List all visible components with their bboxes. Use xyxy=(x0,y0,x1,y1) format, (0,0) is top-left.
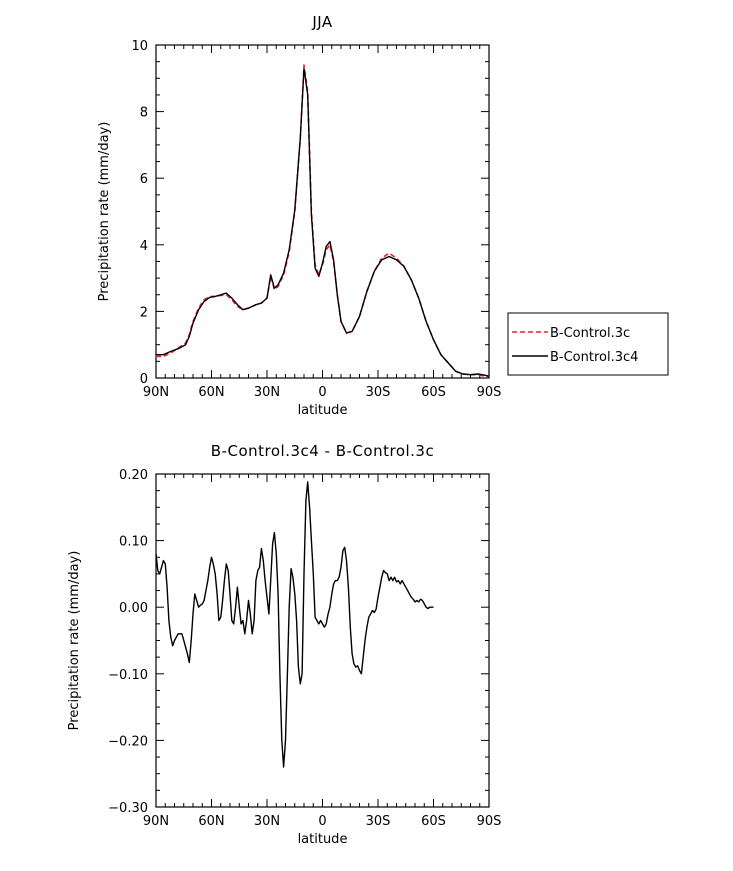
x-axis-label: latitude xyxy=(298,832,348,847)
x-tick-label: 60N xyxy=(198,385,224,400)
x-tick-label: 30S xyxy=(366,814,391,829)
y-tick-label: 2 xyxy=(140,305,148,320)
series-line-1 xyxy=(156,67,490,377)
y-tick-label: 4 xyxy=(140,239,148,254)
y-tick-label: 6 xyxy=(140,172,148,187)
y-tick-label: 0.00 xyxy=(119,601,148,616)
series-line-0 xyxy=(156,64,489,378)
y-tick-label: 10 xyxy=(131,39,148,54)
y-tick-label: −0.10 xyxy=(108,668,148,683)
x-tick-label: 60S xyxy=(421,385,446,400)
y-tick-label: 0.20 xyxy=(119,468,148,483)
x-tick-label: 60S xyxy=(421,814,446,829)
x-tick-label: 90N xyxy=(143,814,169,829)
precip-chart-jja: JJA 90N 60N 30N 0 30S 60S 90S 0 2 4 6 8 10 latitude Pre… xyxy=(97,13,501,418)
y-tick-label: −0.30 xyxy=(108,801,148,816)
x-tick-label: 90S xyxy=(477,814,502,829)
plot-frame xyxy=(155,473,490,808)
legend-label: B-Control.3c4 xyxy=(550,350,638,365)
x-tick-label: 0 xyxy=(318,385,326,400)
x-axis-label: latitude xyxy=(298,403,348,418)
precip-difference-chart: B-Control.3c4 - B-Control.3c 90N 60N 30N 0 30… xyxy=(67,442,501,847)
x-tick-label: 60N xyxy=(198,814,224,829)
chart-title: B-Control.3c4 - B-Control.3c xyxy=(211,442,434,460)
y-tick-label: 0.10 xyxy=(119,535,148,550)
y-tick-label: −0.20 xyxy=(108,734,148,749)
x-tick-label: 90S xyxy=(477,385,502,400)
y-axis-label: Precipitation rate (mm/day) xyxy=(67,551,82,731)
series-line-0 xyxy=(155,481,434,768)
y-tick-label: 0 xyxy=(140,372,148,387)
legend: B-Control.3c B-Control.3c4 xyxy=(507,312,669,376)
y-axis-label: Precipitation rate (mm/day) xyxy=(97,122,112,302)
x-tick-label: 30N xyxy=(254,814,280,829)
x-tick-label: 30N xyxy=(254,385,280,400)
y-tick-label: 8 xyxy=(140,106,148,121)
x-tick-label: 0 xyxy=(318,814,326,829)
legend-label: B-Control.3c xyxy=(550,326,630,341)
legend-box xyxy=(507,312,669,376)
x-tick-label: 30S xyxy=(366,385,391,400)
chart-title: JJA xyxy=(311,13,333,31)
plot-frame xyxy=(155,44,490,379)
x-tick-label: 90N xyxy=(143,385,169,400)
